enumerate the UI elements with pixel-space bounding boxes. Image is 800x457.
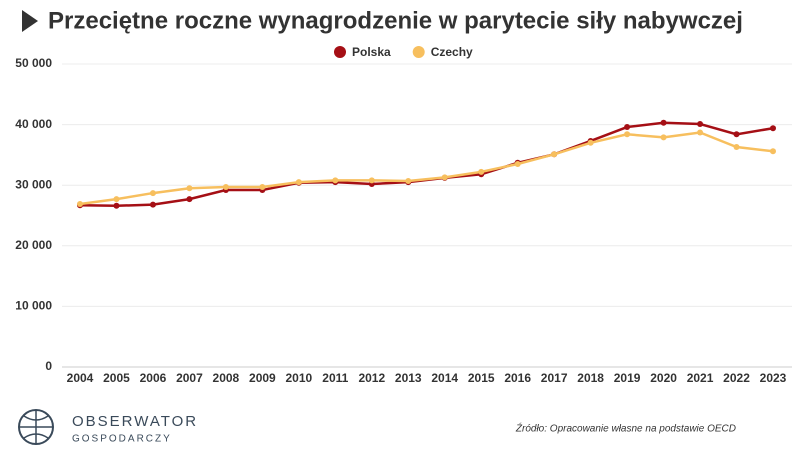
point [733,131,740,138]
legend-marker [334,46,346,58]
point [77,200,83,207]
logo-subtitle: GOSPODARCZY [72,434,172,445]
point [478,168,485,175]
y-tick-label: 0 [45,359,52,373]
chart-title: Przeciętne roczne wynagrodzenie w paryte… [48,7,743,34]
point [551,151,558,158]
x-tick-label: 2013 [395,371,422,385]
point [660,134,667,141]
x-tick-label: 2008 [213,371,240,385]
series-line [79,131,774,206]
series-line [79,121,774,208]
point [113,202,120,209]
point [770,148,776,155]
x-tick-label: 2018 [577,371,604,385]
source: Źródło: Opracowanie własne na podstawie … [515,422,736,435]
point [770,125,776,132]
point [295,179,302,186]
legend-marker [412,46,425,58]
x-tick-label: 2005 [103,371,130,385]
point [186,185,193,192]
y-tick-label: 20 000 [15,238,52,252]
point [697,129,704,136]
x-tick-label: 2006 [140,371,167,385]
x-tick-label: 2022 [723,371,750,385]
point [624,131,631,138]
logo: OBSERWATOR GOSPODARCZY [18,409,198,445]
x-tick-label: 2004 [67,371,94,385]
point [441,174,448,181]
point [405,177,412,184]
x-tick-label: 2014 [431,371,458,385]
x-tick-label: 2021 [687,371,714,385]
x-tick-label: 2015 [468,371,495,385]
point [113,196,120,203]
point [587,139,594,146]
point [733,144,740,151]
logo-name: OBSERWATOR [72,413,198,430]
legend-label: Czechy [431,45,473,59]
title-icon [22,10,38,32]
x-tick-label: 2023 [760,371,787,385]
point [186,196,193,203]
x-tick-label: 2016 [504,371,531,385]
point [149,190,156,197]
point [259,184,266,191]
x-tick-label: 2007 [176,371,203,385]
point [514,160,521,167]
x-tick-label: 2017 [541,371,568,385]
point [697,120,704,127]
x-tick-label: 2020 [650,371,677,385]
point [624,124,631,131]
y-tick-label: 50 000 [15,56,52,70]
x-tick-label: 2009 [249,371,276,385]
y-tick-label: 30 000 [15,177,52,191]
x-tick-label: 2019 [614,371,641,385]
point [660,119,667,126]
x-tick-label: 2012 [358,371,385,385]
logo-icon-lines [20,410,52,444]
point [368,177,375,184]
point [332,177,339,184]
x-tick-label: 2010 [285,371,312,385]
x-tick-label: 2011 [322,371,348,385]
point [149,201,156,208]
y-tick-label: 40 000 [15,117,52,131]
y-tick-label: 10 000 [15,299,52,313]
legend-label: Polska [352,45,391,59]
point [222,184,229,191]
